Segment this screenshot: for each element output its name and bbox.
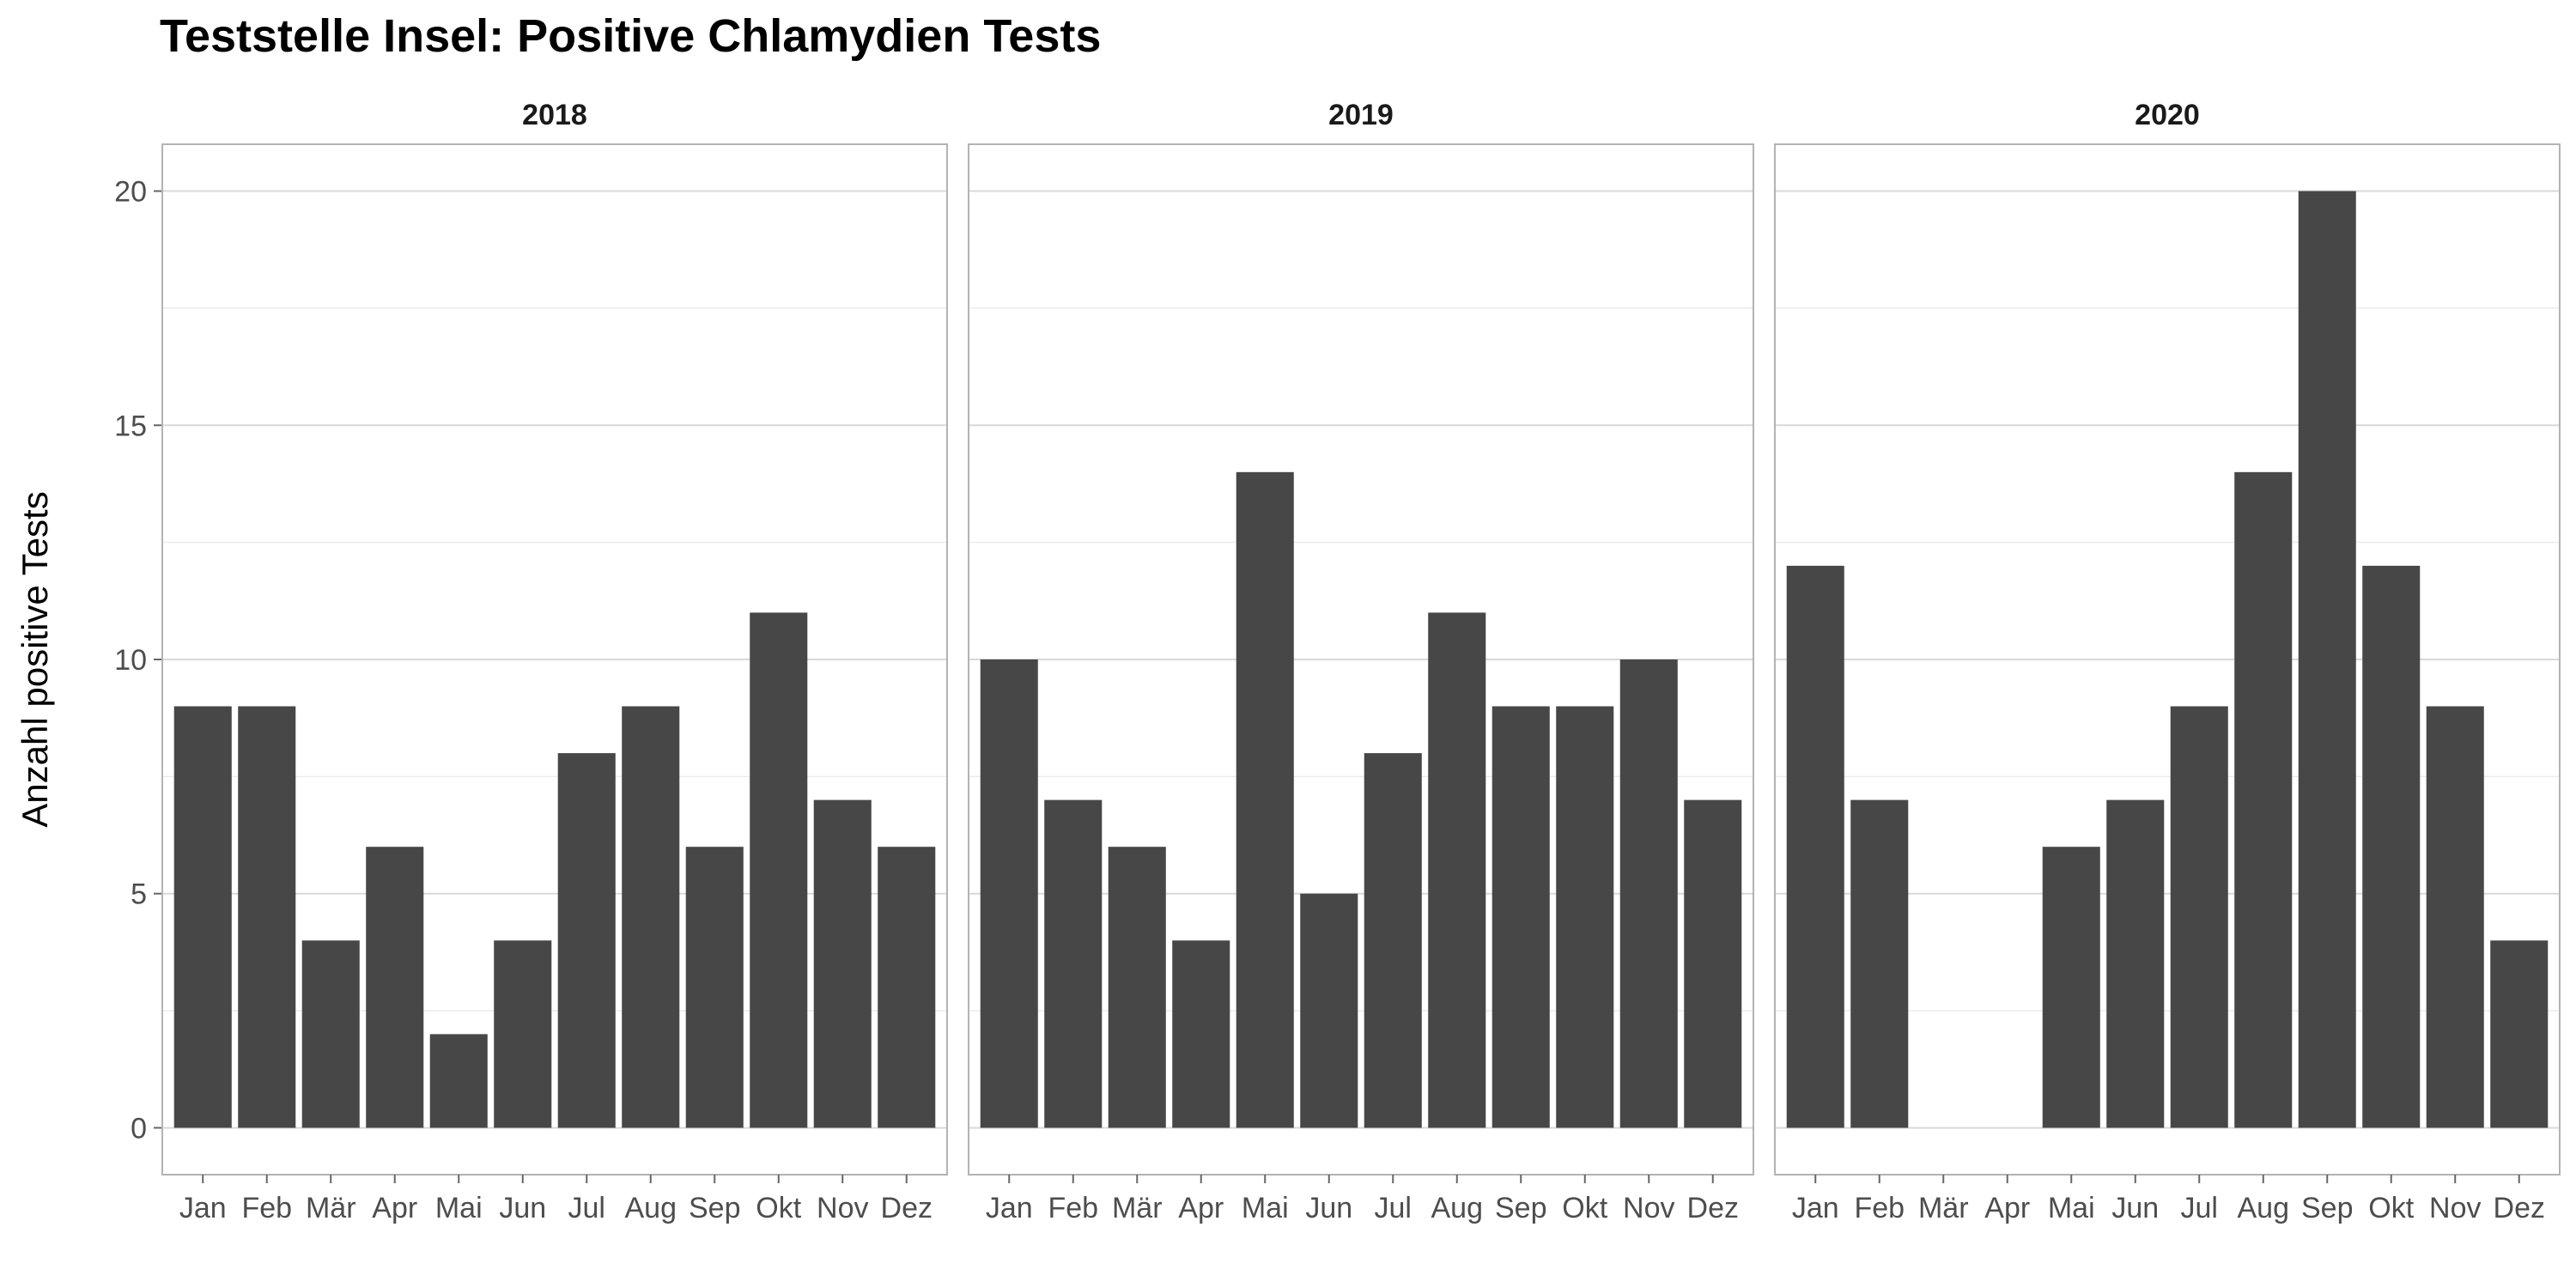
- bar-2020-Nov: [2426, 706, 2484, 1128]
- x-tick-label: Jun: [2111, 1192, 2159, 1224]
- facet-panels: 0 5 10 15 20 2018 Jan Feb Mär Apr Mai Jun Jul Aug Sep O…: [114, 99, 2561, 1224]
- bar-2019-Dez: [1684, 799, 1742, 1128]
- panel-border: [968, 143, 1754, 1176]
- bar-2019-Jul: [1364, 753, 1422, 1128]
- facet-panel-2020: 2020 Jan Feb Mär Apr Mai Jun Jul Aug Sep Okt Nov Dez: [1774, 99, 2561, 1224]
- bar-2018-Apr: [366, 847, 424, 1128]
- x-tick-label: Dez: [2494, 1192, 2545, 1224]
- x-tick-label: Jul: [1375, 1192, 1412, 1224]
- x-tick-label: Okt: [1562, 1192, 1607, 1224]
- x-tick-label: Mai: [1242, 1192, 1289, 1224]
- x-tick-label: Okt: [756, 1192, 801, 1224]
- bar-2018-Nov: [813, 799, 872, 1128]
- bar-2020-Jun: [2106, 799, 2165, 1128]
- bar-2018-Sep: [685, 847, 744, 1128]
- bar-2018-Jun: [494, 940, 552, 1128]
- bar-2020-Feb: [1850, 799, 1909, 1128]
- y-tick-label: 20: [114, 176, 147, 209]
- x-tick-label: Nov: [1623, 1192, 1674, 1224]
- bar-2019-Jun: [1300, 893, 1358, 1128]
- bar-2019-Okt: [1556, 706, 1614, 1128]
- x-tick-label: Aug: [625, 1192, 677, 1224]
- x-tick-label: Aug: [2238, 1192, 2290, 1224]
- bar-2020-Sep: [2298, 191, 2356, 1128]
- x-tick-label: Dez: [1687, 1192, 1739, 1224]
- y-axis-title: Anzahl positive Tests: [15, 491, 55, 827]
- x-tick-label: Nov: [817, 1192, 868, 1224]
- bar-2018-Aug: [622, 706, 680, 1128]
- x-tick-label: Sep: [689, 1192, 741, 1224]
- x-tick-label: Mai: [2048, 1192, 2095, 1224]
- panel-border: [161, 143, 948, 1176]
- bar-2020-Dez: [2490, 940, 2549, 1128]
- facet-label: 2020: [2135, 99, 2200, 131]
- bar-2020-Jan: [1786, 565, 1844, 1128]
- chart-title: Teststelle Insel: Positive Chlamydien Te…: [160, 10, 1101, 62]
- bar-2018-Mai: [429, 1034, 488, 1128]
- x-tick-label: Jan: [179, 1192, 227, 1224]
- bar-2018-Jul: [557, 753, 616, 1128]
- bar-2019-Mär: [1108, 847, 1166, 1128]
- bar-2018-Okt: [750, 612, 808, 1128]
- x-tick-label: Feb: [1854, 1192, 1905, 1224]
- facet-label: 2019: [1328, 99, 1394, 131]
- bar-2018-Jan: [173, 706, 232, 1128]
- facet-panel-2019: 2019 Jan Feb Mär Apr Mai Jun Jul Aug Sep Okt Nov Dez: [968, 99, 1754, 1224]
- x-tick-label: Okt: [2368, 1192, 2414, 1224]
- bar-2019-Apr: [1172, 940, 1230, 1128]
- x-tick-label: Apr: [372, 1192, 417, 1224]
- x-tick-label: Jul: [568, 1192, 605, 1224]
- x-tick-label: Jan: [986, 1192, 1033, 1224]
- x-tick-label: Mär: [1918, 1192, 1969, 1224]
- bar-2020-Mai: [2042, 847, 2100, 1128]
- bar-2019-Feb: [1044, 799, 1103, 1128]
- x-tick-label: Dez: [881, 1192, 933, 1224]
- x-tick-label: Mai: [435, 1192, 483, 1224]
- x-tick-label: Sep: [1495, 1192, 1547, 1224]
- bar-2018-Mär: [301, 940, 360, 1128]
- bar-2020-Jul: [2170, 706, 2228, 1128]
- x-tick-label: Feb: [1048, 1192, 1098, 1224]
- x-tick-label: Sep: [2301, 1192, 2354, 1224]
- y-tick-label: 15: [114, 410, 147, 442]
- bar-2020-Aug: [2234, 471, 2293, 1128]
- facet-panel-2018: 2018 Jan Feb Mär Apr Mai Jun Jul Aug Sep Okt Nov Dez: [161, 99, 948, 1224]
- x-tick-label: Jun: [1305, 1192, 1352, 1224]
- x-tick-label: Jun: [499, 1192, 546, 1224]
- x-tick-label: Jan: [1792, 1192, 1839, 1224]
- bar-2018-Feb: [238, 706, 296, 1128]
- x-tick-label: Mär: [1112, 1192, 1163, 1224]
- x-tick-label: Apr: [1178, 1192, 1224, 1224]
- y-tick-label: 0: [131, 1112, 147, 1145]
- x-tick-label: Mär: [306, 1192, 356, 1224]
- panel-border: [1774, 143, 2561, 1176]
- bar-2018-Dez: [878, 847, 936, 1128]
- x-tick-label: Apr: [1984, 1192, 2030, 1224]
- x-tick-label: Feb: [241, 1192, 292, 1224]
- bar-2019-Nov: [1619, 659, 1678, 1128]
- x-tick-label: Aug: [1431, 1192, 1484, 1224]
- bar-2020-Okt: [2362, 565, 2421, 1128]
- bar-2019-Mai: [1236, 471, 1294, 1128]
- bar-2019-Jan: [980, 659, 1038, 1128]
- bar-2019-Sep: [1492, 706, 1550, 1128]
- y-tick-label: 5: [131, 878, 147, 911]
- y-tick-label: 10: [114, 644, 147, 677]
- facet-label: 2018: [522, 99, 587, 131]
- x-tick-label: Nov: [2429, 1192, 2481, 1224]
- x-tick-label: Jul: [2181, 1192, 2218, 1224]
- bar-2019-Aug: [1428, 612, 1486, 1128]
